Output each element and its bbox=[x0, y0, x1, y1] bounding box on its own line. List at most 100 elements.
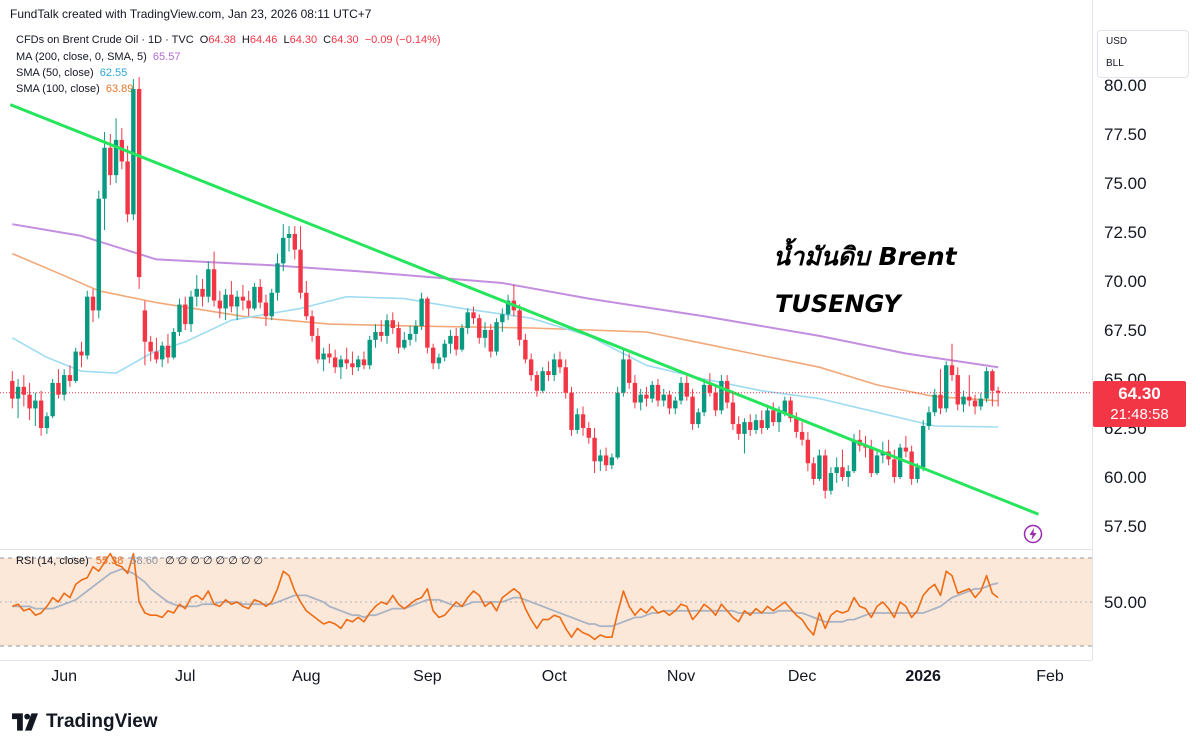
candle bbox=[413, 320, 419, 342]
candle bbox=[327, 343, 332, 364]
candle bbox=[799, 422, 805, 446]
candle-body bbox=[33, 400, 38, 409]
candle bbox=[448, 330, 453, 354]
candle bbox=[748, 414, 753, 436]
candle bbox=[33, 392, 38, 427]
candle-body bbox=[626, 359, 632, 383]
candle-body bbox=[454, 335, 459, 350]
ma200-line bbox=[12, 223, 999, 369]
candle-body bbox=[644, 394, 649, 399]
candle-body bbox=[995, 390, 1001, 393]
rsi-empty-values: ∅ ∅ ∅ ∅ ∅ ∅ ∅ ∅ bbox=[165, 555, 264, 567]
candle-body bbox=[327, 353, 332, 358]
rsi-line bbox=[12, 552, 999, 641]
open-value: 64.38 bbox=[208, 34, 236, 46]
candle-body bbox=[234, 296, 240, 307]
candle bbox=[79, 341, 84, 368]
candle-body bbox=[125, 161, 130, 215]
candle-body bbox=[632, 382, 638, 403]
candle bbox=[223, 288, 228, 321]
candle bbox=[477, 314, 482, 344]
candle-body bbox=[667, 394, 672, 409]
time-tick-label: Oct bbox=[542, 668, 567, 685]
candle bbox=[338, 355, 344, 379]
candle bbox=[38, 390, 44, 436]
candle bbox=[598, 449, 603, 472]
candle-body bbox=[217, 300, 223, 309]
time-tick-label: 2026 bbox=[905, 668, 941, 685]
ohlc-legend: CFDs on Brent Crude Oil · 1D · TVC O64.3… bbox=[16, 34, 441, 46]
candle bbox=[903, 435, 909, 458]
candle bbox=[869, 439, 874, 477]
candle bbox=[465, 308, 470, 334]
rsi-value: 55.38 bbox=[95, 555, 124, 567]
candle-body bbox=[955, 375, 960, 405]
lightning-icon[interactable] bbox=[1023, 524, 1043, 544]
candle bbox=[396, 322, 401, 354]
candle bbox=[136, 77, 142, 289]
candle bbox=[436, 353, 442, 370]
candle bbox=[897, 443, 903, 479]
candle bbox=[742, 418, 747, 454]
candle bbox=[788, 396, 793, 423]
candle-body bbox=[459, 328, 465, 350]
candle-body bbox=[96, 198, 101, 311]
candle-body bbox=[690, 396, 695, 425]
change-value: −0.09 (−0.14%) bbox=[364, 34, 441, 46]
price-tick-label: 77.50 bbox=[1104, 125, 1147, 144]
candle-body bbox=[482, 330, 488, 338]
annotation-title: น้ำมันดิบ Brent bbox=[773, 242, 957, 271]
candle-body bbox=[38, 400, 44, 428]
candle-body bbox=[211, 269, 217, 301]
candle-body bbox=[897, 447, 903, 477]
low-value: 64.30 bbox=[289, 34, 318, 46]
candle-body bbox=[528, 359, 534, 376]
candle bbox=[967, 375, 972, 407]
candle bbox=[361, 351, 367, 370]
open-label: O bbox=[199, 34, 209, 46]
candle-body bbox=[177, 304, 182, 332]
candle-body bbox=[972, 400, 978, 407]
candle-body bbox=[552, 359, 557, 376]
candle-body bbox=[730, 402, 736, 425]
candle-body bbox=[298, 249, 303, 293]
candle bbox=[482, 322, 488, 348]
candle-body bbox=[707, 384, 713, 393]
candle bbox=[955, 367, 960, 411]
candle bbox=[384, 314, 390, 344]
candle bbox=[142, 300, 148, 366]
candle-body bbox=[61, 375, 67, 395]
candle-body bbox=[615, 392, 620, 458]
candle-body bbox=[332, 357, 338, 368]
candle-body bbox=[223, 294, 228, 309]
candle bbox=[961, 390, 966, 413]
rsi-legend: RSI (14, close) 55.38 58.60 ∅ ∅ ∅ ∅ ∅ ∅ … bbox=[16, 554, 263, 567]
candle-body bbox=[753, 420, 759, 430]
trendline-group bbox=[9, 103, 1040, 516]
candle bbox=[817, 449, 822, 481]
candle bbox=[281, 224, 286, 272]
candle-body bbox=[269, 292, 274, 317]
candle-body bbox=[436, 357, 442, 364]
candle bbox=[517, 304, 522, 346]
candle bbox=[834, 457, 839, 483]
candle-body bbox=[407, 333, 413, 340]
candle bbox=[27, 382, 32, 421]
candles bbox=[10, 77, 1001, 499]
candle-body bbox=[771, 410, 776, 423]
candle-body bbox=[356, 359, 361, 368]
candle bbox=[892, 449, 897, 483]
candle-body bbox=[488, 330, 493, 352]
candle-body bbox=[621, 359, 626, 393]
candle-body bbox=[442, 343, 447, 358]
candle bbox=[626, 353, 632, 389]
time-tick-label: Sep bbox=[413, 668, 442, 685]
candle bbox=[442, 339, 447, 362]
candle bbox=[154, 337, 159, 364]
price-tick-label: 67.50 bbox=[1104, 321, 1147, 340]
axes: 57.5060.0062.5065.0067.5070.0072.5075.00… bbox=[0, 76, 1147, 685]
candle bbox=[846, 465, 851, 487]
candle-body bbox=[523, 339, 528, 360]
scale-units[interactable]: USD BLL bbox=[1097, 30, 1189, 78]
